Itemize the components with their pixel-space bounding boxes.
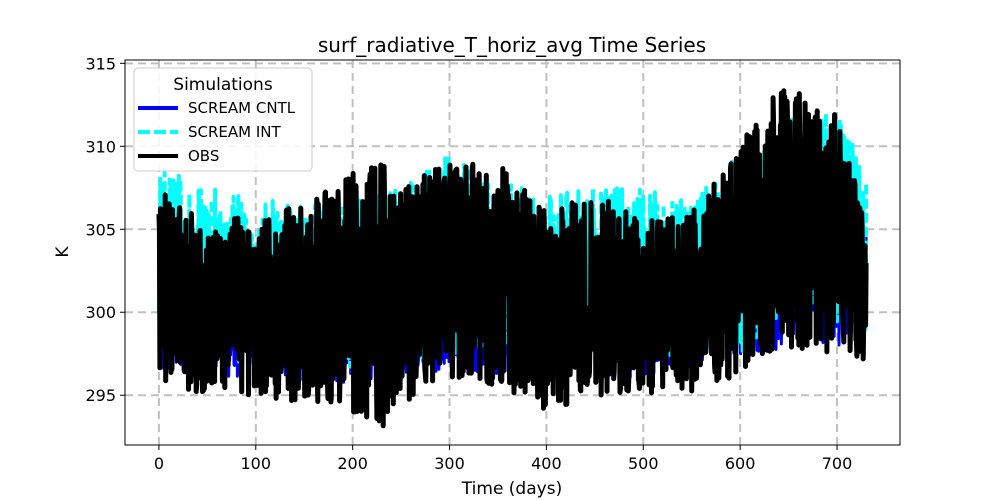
x-tick-label: 100 <box>241 454 272 473</box>
y-tick-label: 295 <box>85 386 116 405</box>
x-tick-label: 700 <box>822 454 853 473</box>
legend: Simulations SCREAM CNTL SCREAM INT OBS <box>133 67 313 172</box>
x-tick-label: 200 <box>337 454 368 473</box>
x-tick-label: 500 <box>628 454 659 473</box>
legend-label: SCREAM INT <box>188 123 282 141</box>
legend-box <box>133 67 313 172</box>
x-tick-label: 600 <box>725 454 756 473</box>
legend-title: Simulations <box>173 75 273 95</box>
plot-frame <box>124 59 901 446</box>
y-tick-label: 300 <box>85 303 116 322</box>
series-layer <box>156 88 869 429</box>
x-tick-label: 300 <box>434 454 465 473</box>
legend-label: SCREAM CNTL <box>188 99 296 117</box>
chart-title: surf_radiative_T_horiz_avg Time Series <box>318 33 706 57</box>
legend-label: OBS <box>188 147 219 165</box>
y-tick-label: 305 <box>85 220 116 239</box>
y-tick-label: 310 <box>85 137 116 156</box>
x-axis-label: Time (days) <box>461 479 562 499</box>
x-tick-label: 0 <box>154 454 164 473</box>
x-tick-label: 400 <box>531 454 562 473</box>
series-line-obs <box>156 88 869 429</box>
y-tick-label: 315 <box>85 54 116 73</box>
y-axis-label: K <box>53 246 73 258</box>
ticks: 0 100 200 300 400 500 600 700 295 300 305 310 315 <box>85 54 852 473</box>
